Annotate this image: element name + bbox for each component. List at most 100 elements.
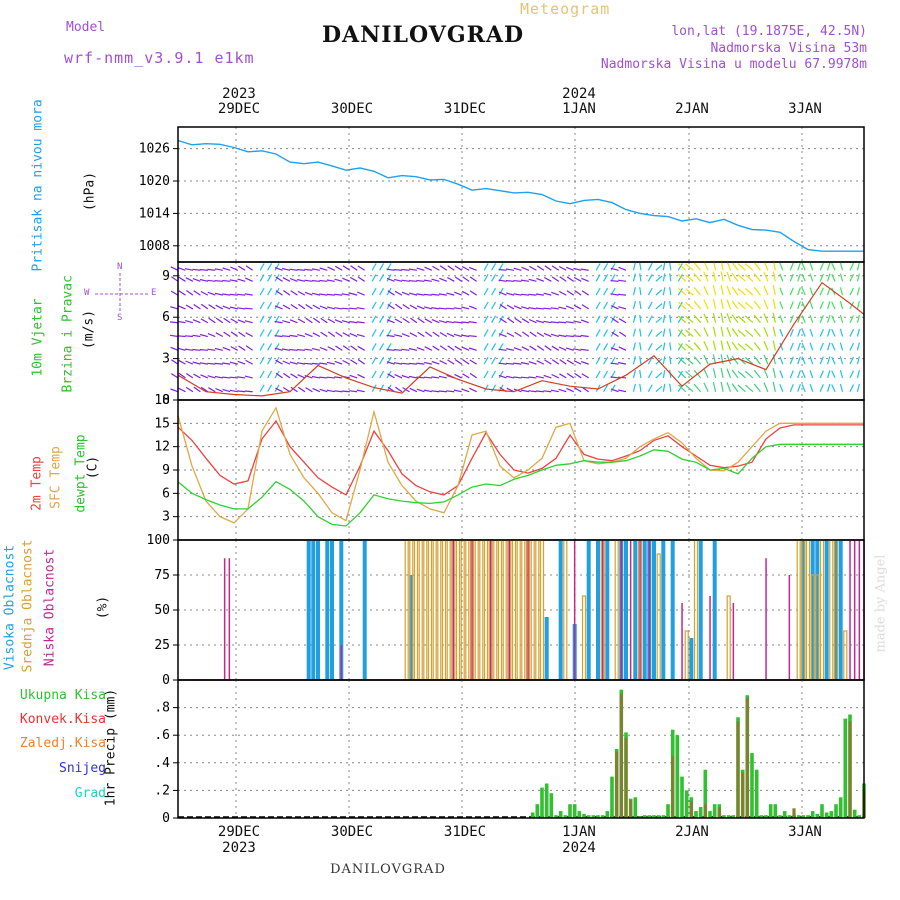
wind-arrow <box>809 314 814 323</box>
wind-arrow <box>632 287 636 296</box>
precip-bar-convective <box>745 697 749 818</box>
wind-arrow <box>543 292 552 296</box>
wind-arrow <box>603 301 609 310</box>
wind-arrow <box>319 279 328 282</box>
wind-arrow <box>356 333 365 338</box>
wind-arrow <box>603 274 609 282</box>
wind-arrow <box>447 345 455 351</box>
cloud-bar-low <box>223 558 226 680</box>
bottom-year-2023: 2023 <box>222 840 256 856</box>
wind-arrow <box>595 370 601 379</box>
wind-arrow <box>222 376 231 379</box>
wind-arrow <box>402 317 410 324</box>
wind-arrow <box>199 333 209 338</box>
wind-arrow <box>431 390 440 393</box>
precip-bar-total <box>829 811 834 818</box>
wind-arrow <box>283 290 291 296</box>
wind-arrow <box>819 287 824 296</box>
wind-arrow <box>275 290 283 296</box>
wind-arrow <box>461 306 470 310</box>
wind-arrow <box>669 273 672 282</box>
wind-arrow <box>192 268 201 271</box>
wind-arrow <box>745 357 754 365</box>
wind-arrow <box>379 356 385 365</box>
wind-arrow <box>416 388 425 393</box>
wind-arrow <box>304 333 313 338</box>
precip-bar-total <box>605 811 610 818</box>
wind-arrow <box>178 276 186 282</box>
altitude-label: Nadmorska Visina 53m <box>710 41 867 56</box>
wind-arrow <box>215 317 224 324</box>
wind-arrow <box>772 271 776 282</box>
wind-arrow <box>565 305 574 310</box>
wind-arrow <box>424 318 433 324</box>
wind-arrow <box>797 273 801 282</box>
wind-arrow <box>207 348 216 351</box>
wind-arrow <box>827 356 831 365</box>
wind-arrow <box>192 319 201 324</box>
wind-arrow <box>632 273 636 282</box>
wind-arrow <box>222 279 231 282</box>
wind-arrow <box>639 273 642 282</box>
cloud-bar-low <box>601 540 604 680</box>
wind-arrow <box>720 326 724 337</box>
wind-arrow <box>536 345 545 351</box>
wind-arrow <box>856 314 860 323</box>
wind-arrow <box>274 347 283 351</box>
wind-arrow <box>334 293 343 296</box>
wind-arrow <box>395 386 403 393</box>
wind-arrow <box>342 332 351 338</box>
wind-arrow <box>416 279 425 282</box>
precip-bar-convective <box>629 800 633 818</box>
precip-bar-total <box>703 769 708 818</box>
wind-arrow <box>839 383 844 392</box>
wind-arrow <box>304 291 313 296</box>
wind-arrow <box>238 345 246 351</box>
wind-arrow <box>544 265 552 271</box>
wind-arrow <box>461 334 470 338</box>
cloud-bar-high <box>306 540 311 680</box>
wind-arrow <box>745 370 754 379</box>
wind-arrow <box>573 276 582 282</box>
wind-arrow <box>222 346 231 351</box>
wind-arrow <box>779 342 784 351</box>
wind-arrow <box>245 277 253 282</box>
wind-arrow <box>207 333 216 338</box>
wind-arrow <box>514 317 522 324</box>
wind-arrow <box>536 277 545 282</box>
wind-arrow <box>573 387 582 393</box>
wind-arrow <box>849 273 855 282</box>
wind-arrow <box>849 262 855 271</box>
wind-arrow <box>386 274 392 282</box>
wind-arrow <box>801 384 806 392</box>
wind-arrow <box>326 376 335 379</box>
panel-frame <box>177 126 865 263</box>
wind-arrow <box>401 362 410 365</box>
wind-arrow <box>230 346 239 351</box>
wind-arrow <box>703 299 709 310</box>
wind-arrow <box>779 301 784 310</box>
wind-arrow <box>289 361 298 365</box>
wind-arrow <box>528 293 537 296</box>
wind-arrow <box>356 307 365 310</box>
wind-arrow <box>379 274 385 282</box>
wind-arrow <box>737 301 746 310</box>
wind-arrow <box>229 293 238 296</box>
wind-arrow <box>259 315 265 324</box>
wind-arrow <box>839 287 844 296</box>
wind-arrow <box>595 329 601 337</box>
wind-arrow <box>170 266 179 271</box>
wind-arrow <box>763 368 769 379</box>
wind-arrow <box>839 342 844 351</box>
wind-arrow <box>453 333 462 338</box>
wind-arrow <box>326 389 335 393</box>
wind-arrow <box>438 320 447 324</box>
wind-arrow <box>199 278 209 282</box>
wind-arrow <box>753 286 761 296</box>
wind-arrow <box>326 361 335 365</box>
precip-bar-convective <box>741 772 745 818</box>
wind-arrow <box>595 384 601 393</box>
wind-arrow <box>789 328 794 337</box>
precip-bar-total <box>666 804 670 818</box>
wind-arrow <box>453 321 462 324</box>
